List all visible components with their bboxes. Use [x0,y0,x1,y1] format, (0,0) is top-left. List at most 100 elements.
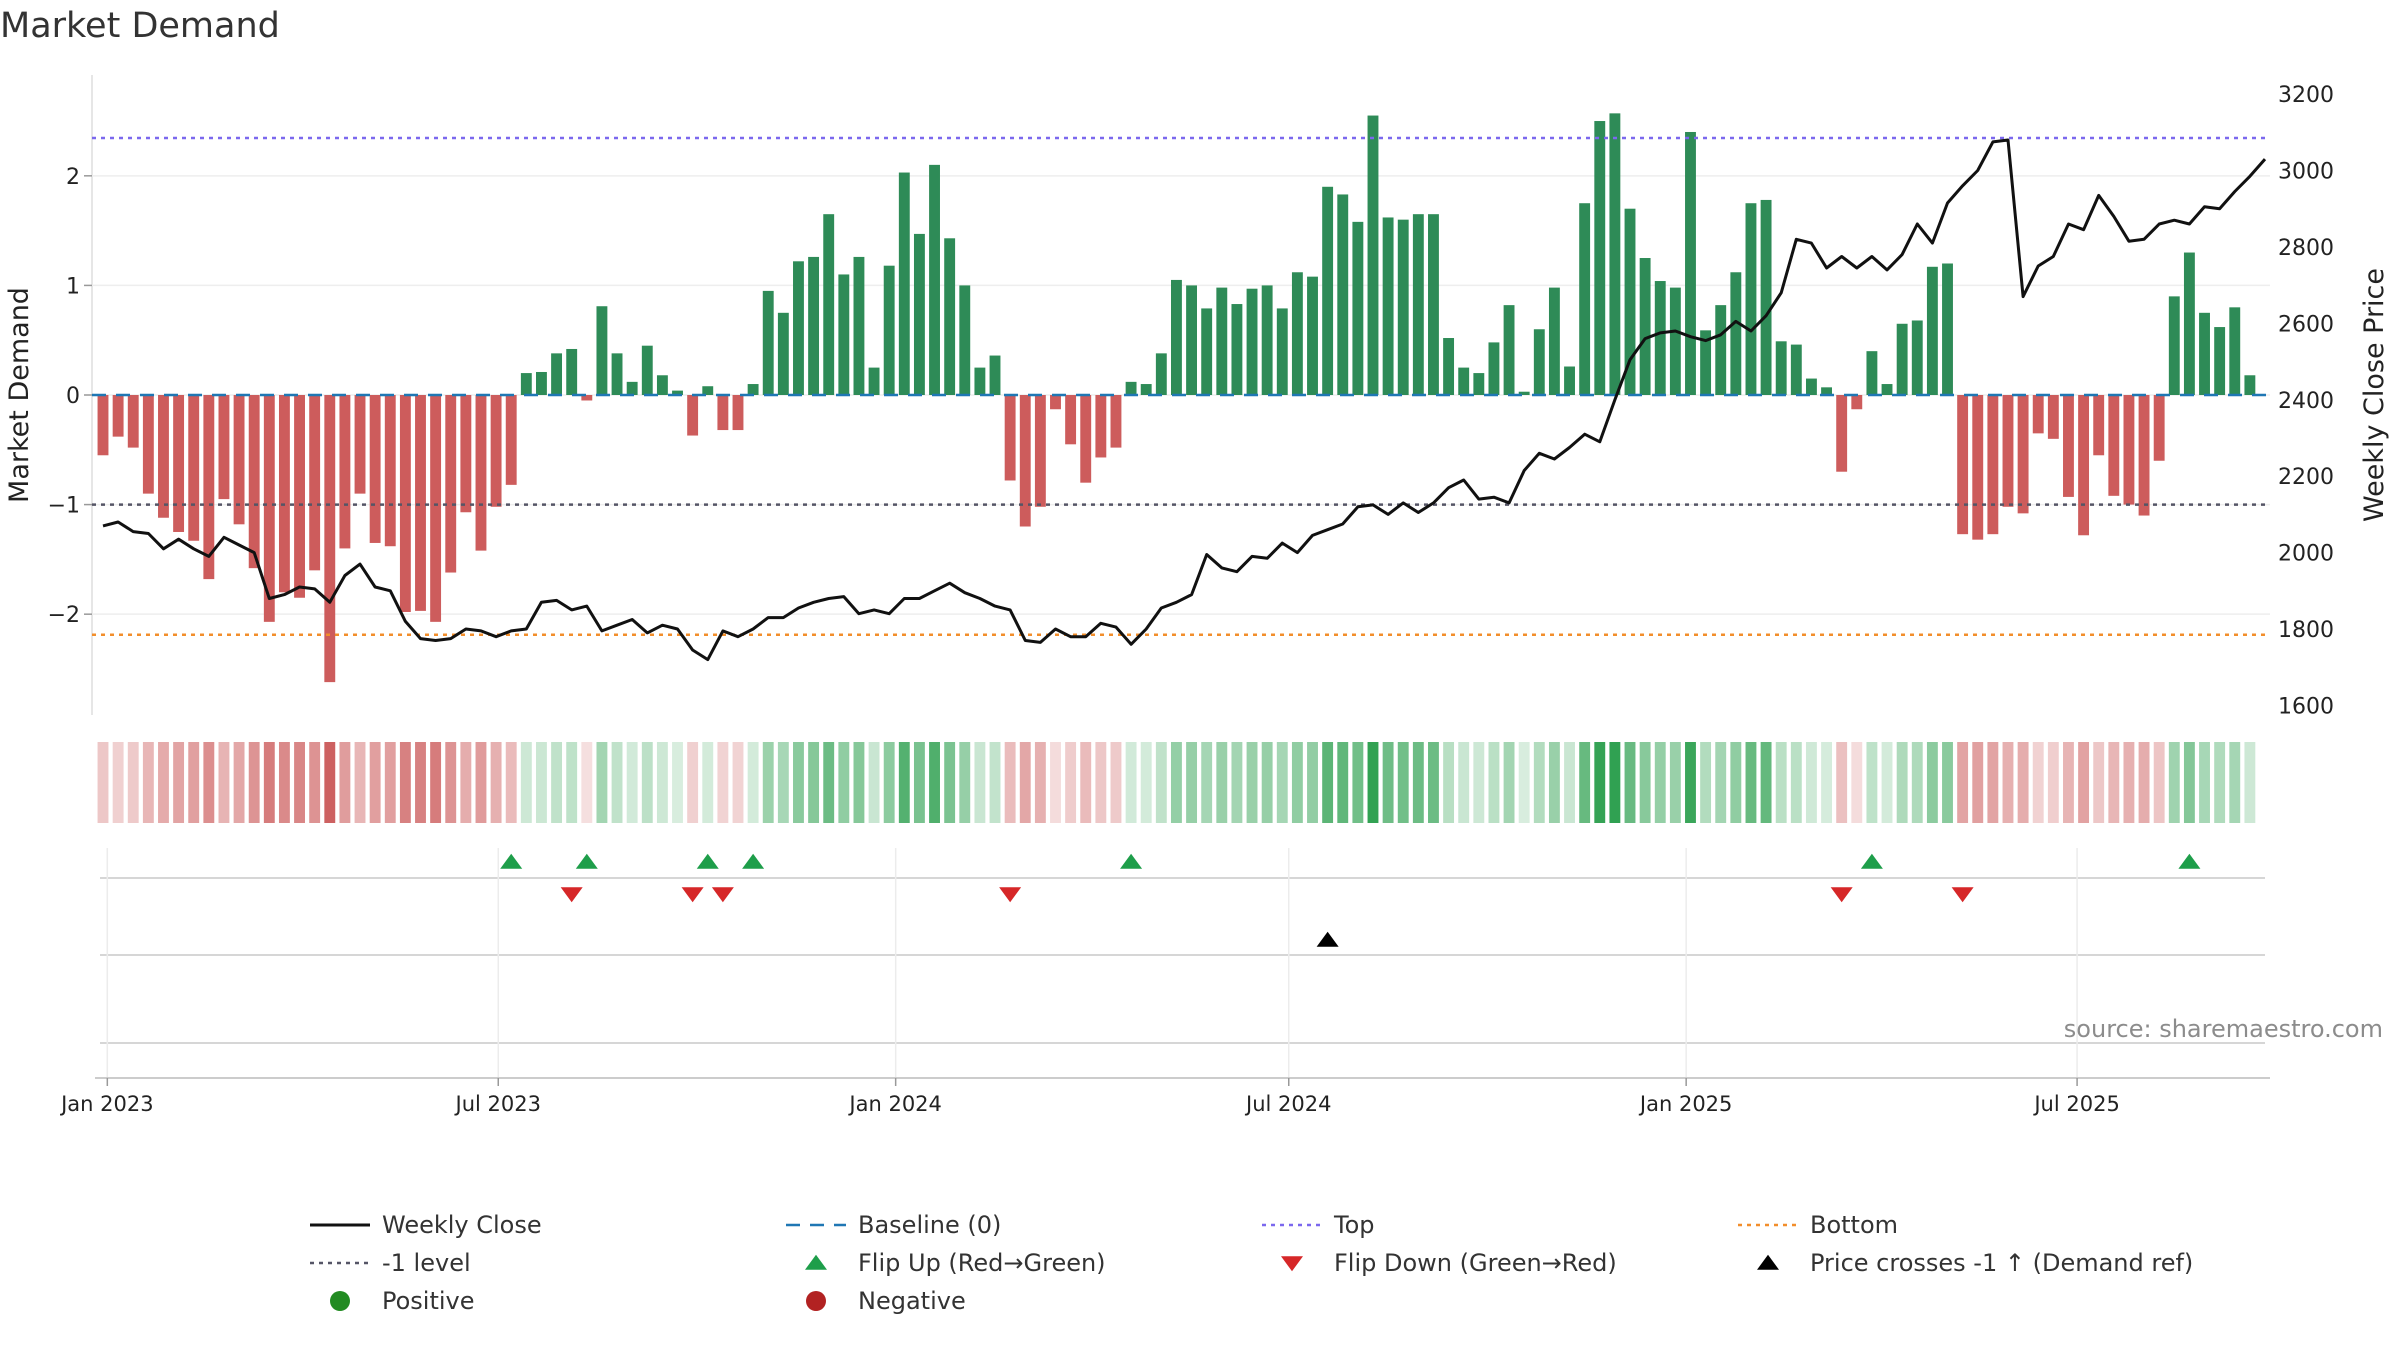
heat-cell [2199,742,2210,823]
demand-bar [793,261,804,395]
heat-cell [1125,742,1137,823]
demand-bar [1216,287,1228,395]
legend-label: Price crosses -1 ↑ (Demand ref) [1810,1249,2193,1277]
heat-cell [1488,742,1500,823]
heat-cell [1548,742,1560,823]
demand-bar [581,395,593,401]
demand-bar [324,395,336,683]
legend-label: -1 level [382,1249,471,1277]
heat-cell [898,742,910,823]
heat-cell [1579,742,1591,823]
weekly-close-line [102,138,2267,662]
x-tick-label: Jul 2023 [454,1092,541,1116]
heat-cell [838,742,850,823]
demand-bar [112,395,124,437]
demand-bar [2093,395,2105,456]
demand-bar [520,373,532,395]
demand-bar [1805,378,1817,395]
flip-down-marker [1951,887,1974,903]
demand-bar [278,395,290,593]
right-tick-label: 3000 [2278,160,2334,185]
left-tick-label: −2 [48,603,80,628]
demand-bar [2108,395,2120,496]
legend-label: Negative [858,1287,966,1315]
heat-cell [687,742,699,823]
heat-cell [1851,742,1863,823]
demand-bar [2199,312,2210,395]
heat-cell [520,742,532,823]
demand-bar [294,395,305,598]
demand-bar [2153,395,2165,461]
heat-cell [1972,742,1984,823]
demand-bar [1866,351,1878,395]
demand-bar [536,371,547,395]
heat-cell [2093,742,2105,823]
demand-bar [445,395,457,573]
legend-item: Price crosses -1 ↑ (Demand ref) [1757,1249,2193,1277]
legend-swatch-triangle-up [805,1254,827,1270]
legend-label: Positive [382,1287,475,1315]
demand-bar [566,348,578,395]
demand-bar [263,395,275,622]
demand-bar [1745,203,1757,395]
price-cross-marker [1316,931,1339,947]
demand-bar [1821,387,1832,395]
demand-bar [1533,329,1545,395]
heat-cell [1307,742,1318,823]
heat-cell [1866,742,1878,823]
heat-cell [1790,742,1802,823]
flip-up-marker [1120,853,1143,869]
heat-cell [702,742,714,823]
heat-cell [2138,742,2150,823]
heat-cell [974,742,986,823]
right-tick-label: 2000 [2278,542,2334,567]
demand-bar [611,353,623,395]
heat-cell [1518,742,1530,823]
heat-cell [2123,742,2135,823]
heat-cell [1155,742,1167,823]
demand-bar [203,395,215,580]
demand-bar [2183,252,2195,395]
heat-cell [1896,742,1908,823]
legend-item: Weekly Close [310,1211,542,1239]
heat-cell [808,742,820,823]
heat-cell [581,742,593,823]
right-tick-label: 1800 [2278,618,2334,643]
heat-cell [1685,742,1696,823]
legend-item: Flip Up (Red→Green) [805,1249,1106,1277]
demand-bar [127,395,139,448]
legend-item: Baseline (0) [786,1211,1001,1239]
right-tick-label: 2400 [2278,389,2334,414]
heat-cell [1095,742,1107,823]
heat-cell [611,742,623,823]
heat-cell [173,742,185,823]
heat-cell [445,742,457,823]
left-tick-label: −1 [48,494,80,519]
heat-cell [2244,742,2256,823]
demand-bar [1367,115,1379,395]
right-tick-label: 2600 [2278,312,2334,337]
heat-cell [1412,742,1424,823]
heat-cell [551,742,563,823]
right-tick-label: 1600 [2278,694,2334,719]
heat-cell [2214,742,2226,823]
legend-item: Bottom [1738,1211,1898,1239]
demand-bar [309,395,321,571]
heat-cell [2002,742,2014,823]
demand-bar [989,355,1001,395]
demand-bar [1790,344,1802,395]
left-axis-label: Market Demand [4,287,35,503]
demand-bar [1065,395,1077,445]
legend-swatch-dot [806,1291,826,1311]
heat-cell [1987,742,1999,823]
heat-cell [112,742,124,823]
heat-cell [883,742,895,823]
heat-cell [1065,742,1077,823]
heat-cell [384,742,396,823]
right-tick-label: 3200 [2278,83,2334,108]
demand-bar [1594,121,1606,395]
demand-bar [1488,342,1500,395]
demand-bar [808,256,820,395]
demand-bar [1518,391,1530,395]
demand-bar [369,395,381,543]
